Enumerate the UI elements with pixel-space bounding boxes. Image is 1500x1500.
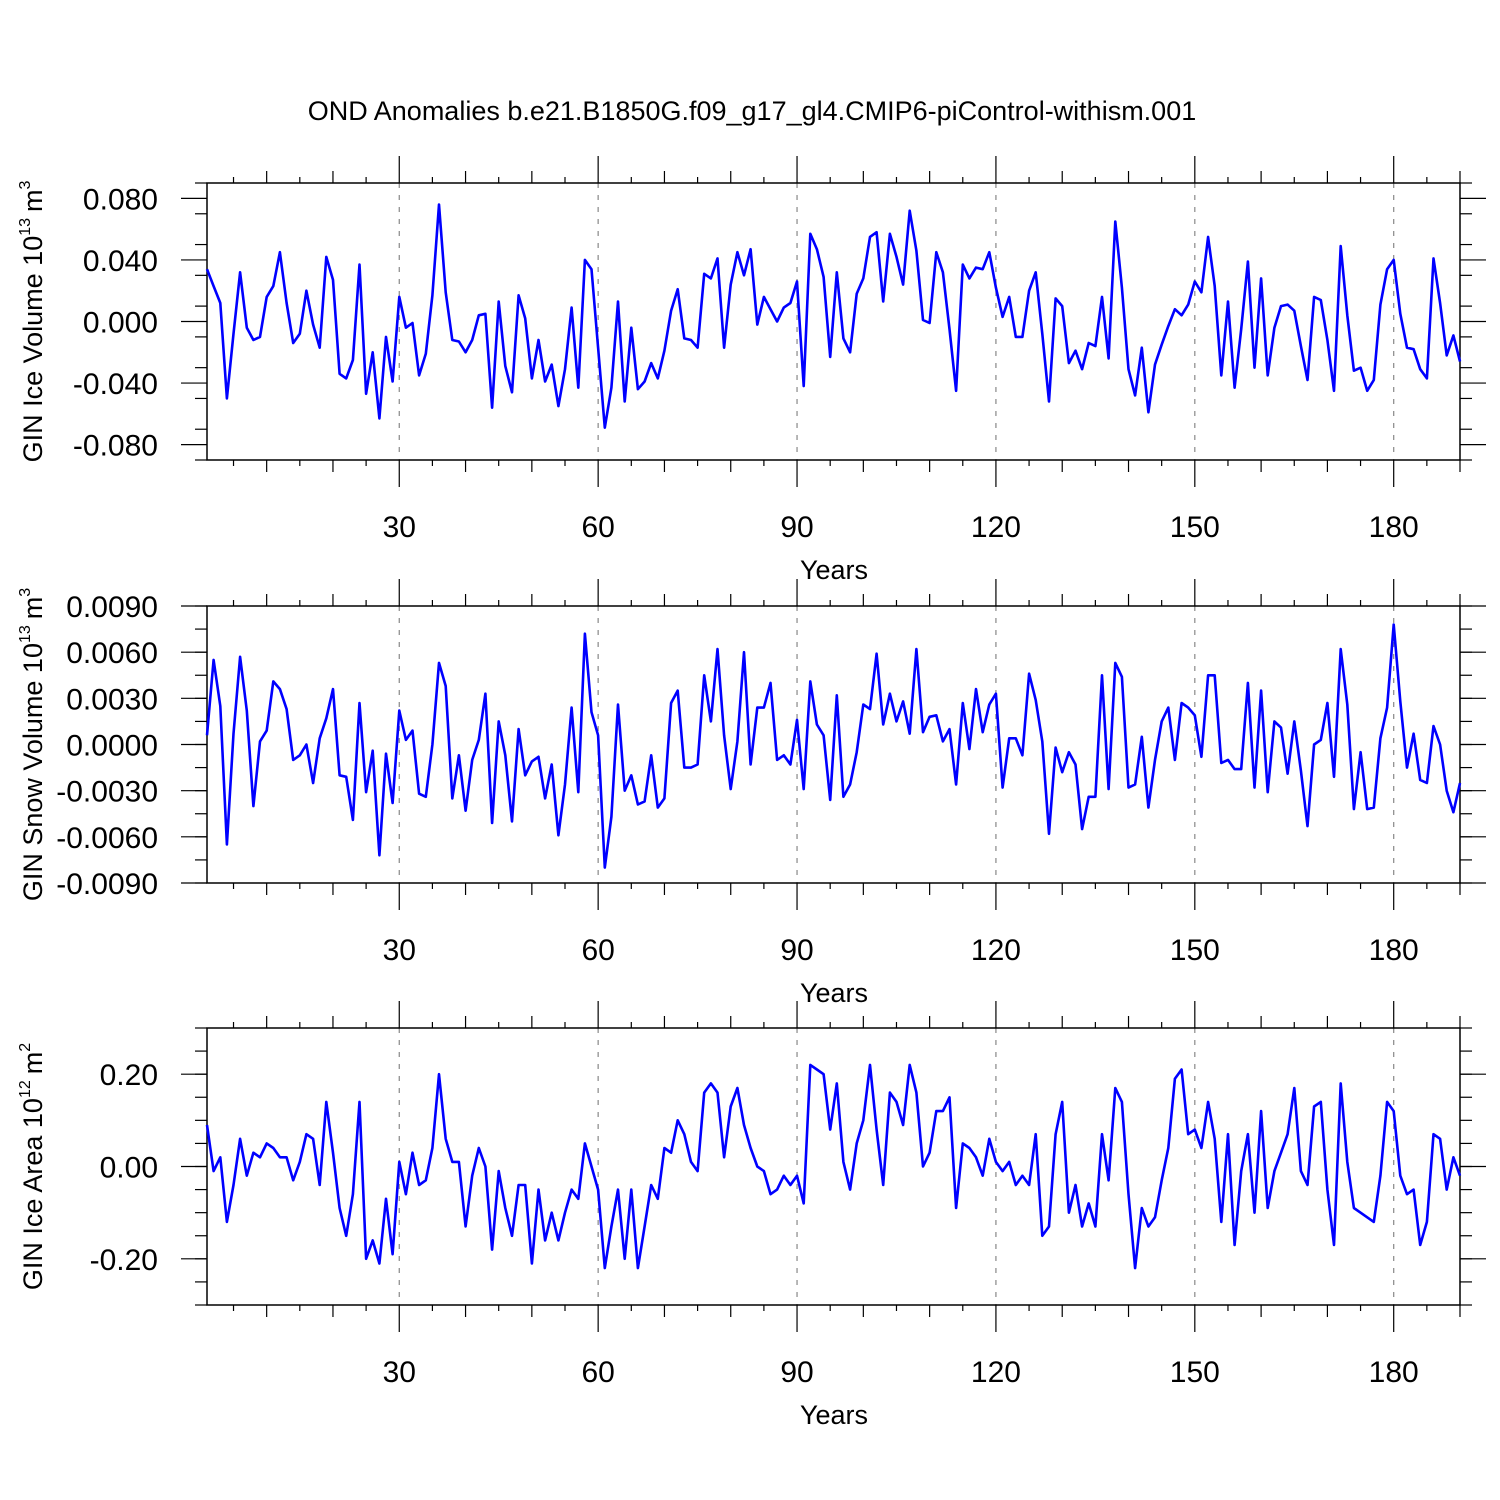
x-tick-label: 120 (971, 1356, 1021, 1389)
chart-title: OND Anomalies b.e21.B1850G.f09_g17_gl4.C… (308, 96, 1196, 126)
x-tick-label: 180 (1369, 934, 1419, 967)
x-tick-label: 90 (780, 1356, 813, 1389)
x-tick-label: 60 (581, 1356, 614, 1389)
x-tick-label: 150 (1170, 1356, 1220, 1389)
panel-3: 30 60 90 120 150 180 Years 0.20 0.00 -0.20 GIN Ice… (17, 1001, 1486, 1430)
y-axis-label-exponent: 12 (17, 1080, 34, 1098)
y-tick-label: -0.0030 (56, 776, 158, 809)
x-tick-label: 120 (971, 511, 1021, 544)
x-tick-label: 150 (1170, 934, 1220, 967)
x-tick-label: 30 (383, 1356, 416, 1389)
y-axis-label-exponent: 13 (17, 218, 34, 236)
x-tick-label: 90 (780, 511, 813, 544)
y-tick-label: 0.0090 (66, 591, 158, 624)
x-tick-label: 150 (1170, 511, 1220, 544)
x-tick-label: 120 (971, 934, 1021, 967)
y-axis-label: GIN Ice Area 1012 m2 (17, 1043, 48, 1290)
y-tick-label: 0.0030 (66, 683, 158, 716)
x-axis-label: Years (800, 978, 868, 1008)
x-tick-label: 60 (581, 934, 614, 967)
y-tick-label: -0.040 (73, 368, 158, 401)
y-tick-label: 0.000 (83, 307, 158, 340)
y-tick-label: 0.040 (83, 245, 158, 278)
y-axis-label-main: GIN Ice Area 10 (18, 1098, 48, 1290)
y-tick-label: 0.080 (83, 183, 158, 216)
y-axis-label-exponent: 13 (17, 625, 34, 643)
y-tick-label: 0.0060 (66, 637, 158, 670)
x-tick-label: 90 (780, 934, 813, 967)
series-line (205, 623, 1462, 869)
y-axis-label-main: GIN Snow Volume 10 (18, 643, 48, 901)
x-axis-label: Years (800, 1400, 868, 1430)
panels-container: 30 60 90 120 150 180 Years 0.080 0.040 0.000 -0.04… (17, 156, 1486, 1430)
y-axis-label: GIN Ice Volume 1013 m3 (17, 180, 48, 462)
y-axis-label-unit-exponent: 2 (17, 1043, 34, 1052)
y-tick-label: 0.00 (100, 1152, 158, 1185)
y-axis-label-main: GIN Ice Volume 10 (18, 236, 48, 463)
y-axis-label-unit-exponent: 3 (17, 588, 34, 597)
x-tick-label: 60 (581, 511, 614, 544)
y-axis-label-unit-exponent: 3 (17, 180, 34, 189)
y-tick-label: -0.20 (90, 1244, 158, 1277)
panel-2: 30 60 90 120 150 180 Years 0.0090 0.0060 0.0030 0.… (17, 579, 1486, 1008)
x-tick-label: 30 (383, 934, 416, 967)
y-tick-label: 0.0000 (66, 730, 158, 763)
y-axis-label-unit: m (18, 189, 48, 212)
y-tick-label: -0.0060 (56, 822, 158, 855)
series-line (205, 1063, 1462, 1270)
series-line (205, 203, 1462, 430)
x-tick-label: 180 (1369, 1356, 1419, 1389)
x-axis-label: Years (800, 555, 868, 585)
y-axis-label-unit: m (18, 1052, 48, 1075)
x-tick-label: 30 (383, 511, 416, 544)
y-axis-label: GIN Snow Volume 1013 m3 (17, 588, 48, 901)
y-tick-label: -0.0090 (56, 868, 158, 901)
y-tick-label: 0.20 (100, 1059, 158, 1092)
x-tick-label: 180 (1369, 511, 1419, 544)
y-axis-label-unit: m (18, 597, 48, 620)
panel-1: 30 60 90 120 150 180 Years 0.080 0.040 0.000 -0.04… (17, 156, 1486, 585)
y-tick-label: -0.080 (73, 430, 158, 463)
